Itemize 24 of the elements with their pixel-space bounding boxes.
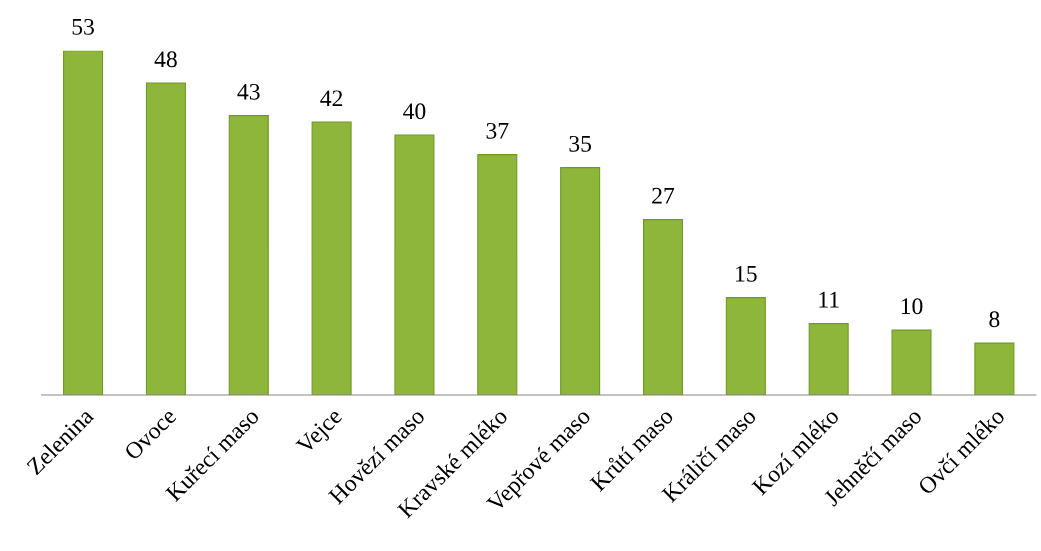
data-label: 15 xyxy=(736,265,757,282)
bar xyxy=(725,297,766,396)
data-label: 35 xyxy=(569,135,592,152)
bar xyxy=(642,219,684,396)
bar xyxy=(477,154,518,396)
data-label: 40 xyxy=(403,103,426,120)
bar xyxy=(311,121,352,396)
data-label: 8 xyxy=(989,311,1000,328)
data-label: 37 xyxy=(486,122,509,139)
data-label: 11 xyxy=(819,291,839,308)
data-label: 53 xyxy=(72,18,94,35)
bar xyxy=(560,167,601,396)
bar xyxy=(145,82,186,396)
data-label: 27 xyxy=(652,187,675,204)
data-label: 43 xyxy=(237,83,260,100)
bar xyxy=(63,50,104,396)
bar xyxy=(891,329,932,396)
bar xyxy=(974,342,1015,396)
data-label: 10 xyxy=(901,298,923,315)
data-label: 48 xyxy=(154,51,177,68)
bar xyxy=(394,134,435,396)
bar xyxy=(228,115,269,396)
bar xyxy=(808,323,849,396)
data-label: 42 xyxy=(320,90,343,107)
